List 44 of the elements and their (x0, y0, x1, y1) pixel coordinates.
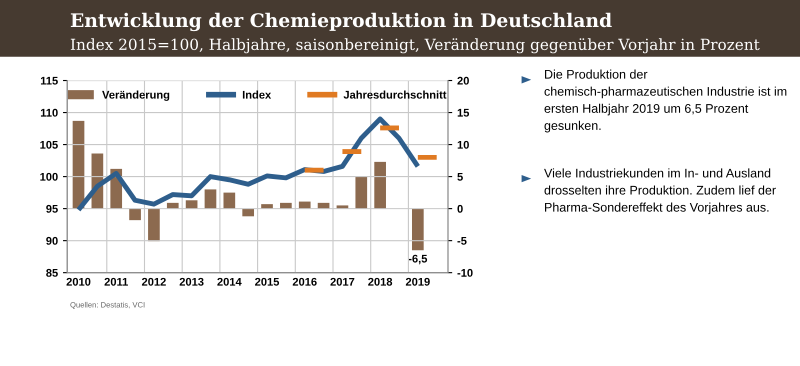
bar (261, 204, 273, 209)
y2-tick-label: 0 (457, 204, 463, 213)
bar (72, 120, 84, 209)
x-tick-label: 2013 (180, 278, 204, 286)
bar (204, 189, 216, 209)
bar (412, 208, 424, 250)
x-tick-label: 2010 (66, 278, 90, 286)
x-tick-label: 2011 (104, 278, 128, 286)
bar (374, 162, 386, 209)
y2-tick-label: -10 (457, 268, 473, 277)
y-tick-label: 100 (40, 172, 58, 181)
x-tick-label: 2015 (255, 278, 280, 286)
text: Viele Industriekunden im In- und Ausland drosselten ihre Produktion. Zudem lief der Pharma-Sondereffekt des Vorjahres aus. (544, 168, 776, 214)
y2-tick-label: 15 (458, 108, 470, 117)
legend-label: Index (242, 90, 272, 99)
legend-label: Jahresdurchschnitt (344, 90, 446, 99)
x-tick-label: 2016 (292, 278, 317, 286)
bar (298, 202, 311, 209)
chart-subtitle: Index 2015=100, Halbjahre, saisonbereinigt, Veränderung gegenüber Vorjahr in Prozent (70, 38, 760, 54)
y-tick-label: 95 (46, 204, 58, 213)
line-series (76, 116, 420, 212)
y-tick-label: 90 (46, 236, 58, 245)
y-tick-label: 85 (46, 268, 58, 277)
y-tick-label: 110 (40, 108, 58, 117)
text: Die Produktion der chemisch-pharmazeutischen Industrie ist im ersten Halbjahr 2019 um 6,5 Prozent gesunken. (544, 70, 786, 132)
x-tick-label: 2014 (217, 278, 242, 286)
x-tick-label: 2012 (142, 278, 166, 286)
y2-tick-label: 10 (458, 140, 469, 149)
y-tick-label: 115 (40, 76, 58, 85)
data-label: -6,5 (408, 254, 428, 264)
legend-label: Veränderung (102, 90, 170, 101)
bar (148, 208, 160, 242)
chart-title: Entwicklung der Chemieproduktion in Deutschland (70, 12, 612, 32)
y2-tick-label: 5 (457, 172, 463, 181)
bar (223, 192, 236, 209)
bar (355, 176, 368, 209)
bar (242, 208, 254, 216)
bar (129, 208, 141, 220)
y2-tick-label: -5 (457, 237, 467, 245)
x-tick-label: 2018 (368, 278, 392, 286)
x-tick-label: 2017 (330, 278, 354, 286)
y-tick-label: 105 (40, 140, 58, 149)
y2-tick-label: 20 (457, 76, 469, 85)
x-tick-label: 2019 (406, 278, 430, 286)
